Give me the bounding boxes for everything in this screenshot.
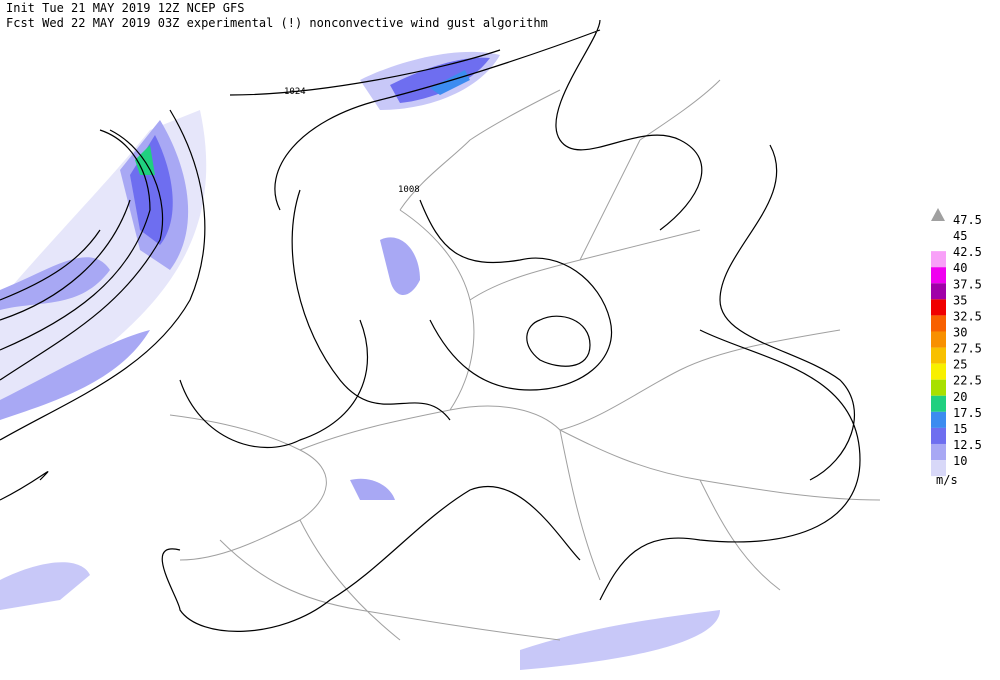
legend-swatch [931,331,946,348]
map: 1024 1008 [0,19,881,670]
legend-label: 20 [953,390,967,404]
legend-label: 32.5 [953,309,982,323]
legend-swatch [931,315,946,332]
legend-label: 30 [953,325,967,339]
legend-swatch [931,347,946,364]
gust-area [380,237,420,295]
legend-label: 25 [953,358,967,372]
legend-label: 45 [953,229,967,243]
legend-swatch [931,395,946,412]
legend-swatch [931,460,946,477]
legend: 47.5 45 42.5 40 37.5 35 32.5 30 27.5 25 22.5 20 17.5… [931,208,982,487]
legend-label: 37.5 [953,277,982,291]
isobar [0,19,861,632]
legend-swatch [931,283,946,300]
legend-label: 15 [953,422,967,436]
gust-area [0,257,110,310]
gust-area [520,610,720,670]
gust-area [430,70,470,95]
gust-area [350,478,395,500]
legend-swatch [931,427,946,444]
legend-swatch [931,363,946,380]
legend-swatch [931,251,946,268]
gust-area [0,330,150,420]
header-line: Init Tue 21 MAY 2019 12Z NCEP GFS [6,1,244,15]
legend-unit: m/s [936,473,958,487]
header-line: Fcst Wed 22 MAY 2019 03Z experimental (!… [6,16,548,30]
legend-label: 42.5 [953,245,982,259]
coastline [169,79,881,641]
legend-label: 22.5 [953,374,982,388]
gust-area [135,145,155,175]
legend-label: 27.5 [953,342,982,356]
legend-label: 47.5 [953,213,982,227]
legend-label: 17.5 [953,406,982,420]
legend-label: 40 [953,261,967,275]
legend-swatch [931,299,946,316]
gust-area [390,57,490,103]
isobar-label: 1008 [398,185,420,195]
legend-swatch [931,443,946,461]
legend-swatch [931,267,946,284]
legend-label: 35 [953,293,967,307]
legend-swatch [931,411,946,428]
legend-swatch [931,379,946,396]
legend-label: 12.5 [953,438,982,452]
legend-label: 10 [953,454,967,468]
gust-area [0,562,90,610]
isobar-label: 1024 [284,87,306,97]
legend-triangle [931,208,945,221]
